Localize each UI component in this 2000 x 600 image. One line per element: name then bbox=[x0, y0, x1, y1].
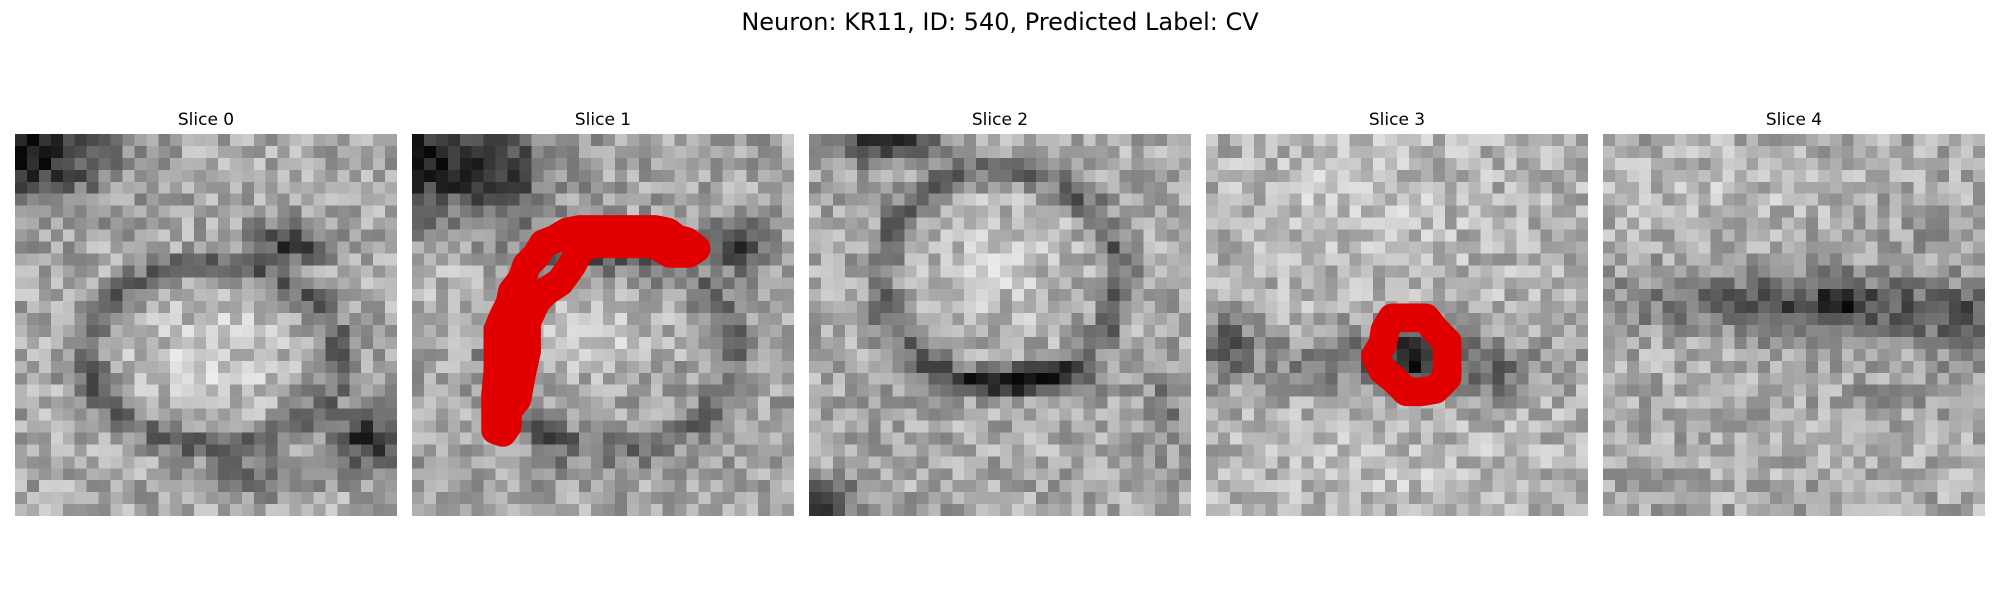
figure-title: Neuron: KR11, ID: 540, Predicted Label: … bbox=[741, 8, 1259, 36]
contour-overlay bbox=[481, 215, 711, 447]
slice-title: Slice 3 bbox=[1368, 110, 1426, 130]
pixel-grid bbox=[809, 134, 1191, 516]
slice-panel-1: Slice 1 bbox=[412, 108, 794, 516]
slice-image bbox=[809, 134, 1191, 516]
slice-title: Slice 4 bbox=[1765, 110, 1823, 130]
slice-image bbox=[15, 134, 397, 516]
slice-image bbox=[412, 134, 794, 516]
slice-image bbox=[1206, 134, 1588, 516]
pixel-grid bbox=[15, 134, 397, 516]
slice-panel-0: Slice 0 bbox=[15, 108, 397, 516]
slice-title: Slice 0 bbox=[177, 110, 235, 130]
slice-panel-3: Slice 3 bbox=[1206, 108, 1588, 516]
pixel-grid bbox=[1603, 134, 1985, 516]
contour-overlay bbox=[1361, 303, 1462, 407]
slice-title: Slice 2 bbox=[971, 110, 1029, 130]
slice-panel-4: Slice 4 bbox=[1603, 108, 1985, 516]
pixel-grid bbox=[412, 134, 794, 516]
slice-panel-2: Slice 2 bbox=[809, 108, 1191, 516]
slice-title: Slice 1 bbox=[574, 110, 632, 130]
slice-image bbox=[1603, 134, 1985, 516]
